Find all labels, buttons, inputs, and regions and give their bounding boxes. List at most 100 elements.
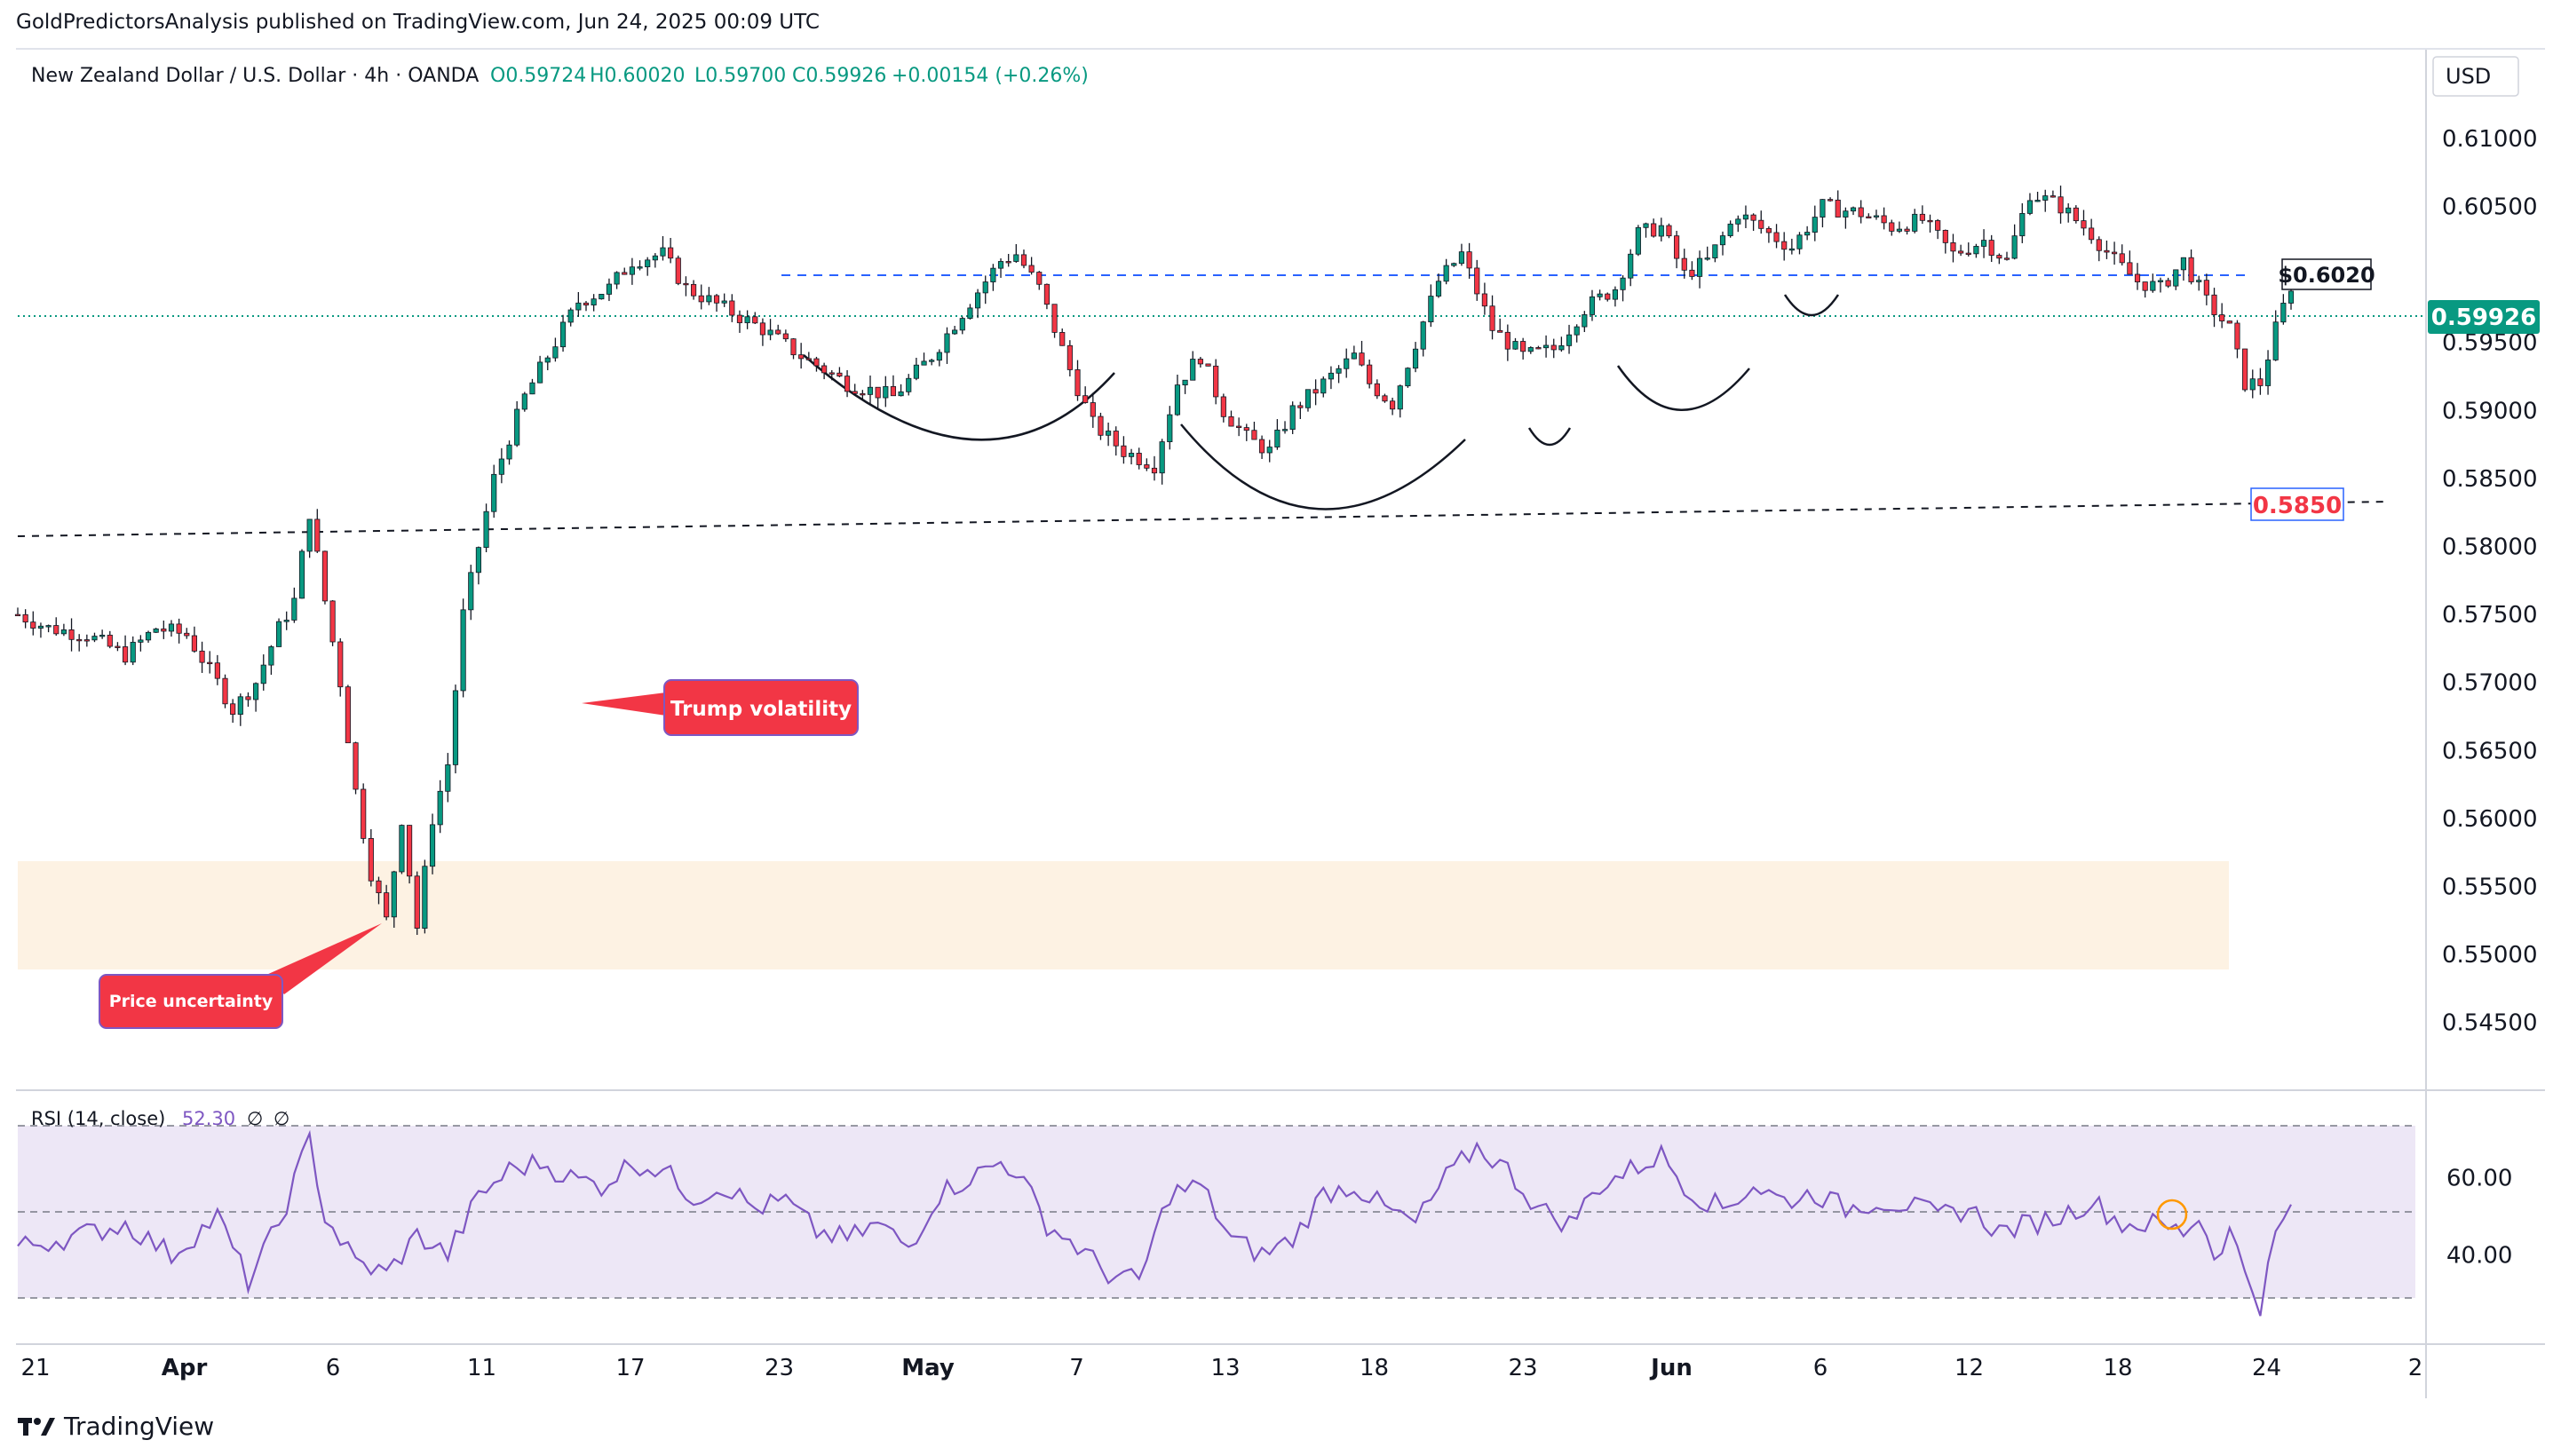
candle-up: [997, 261, 1004, 269]
candle-up: [2026, 200, 2034, 214]
candle-up: [253, 683, 259, 700]
cup-arc-4: [1616, 365, 1750, 411]
candle-up: [867, 386, 874, 395]
candle-up: [483, 510, 489, 549]
candle-down: [1904, 228, 1910, 232]
candle-down: [1090, 402, 1096, 417]
candle-down: [30, 621, 36, 629]
candle-up: [268, 646, 274, 666]
candle-down: [805, 358, 812, 360]
legend-high: H0.60020: [590, 65, 686, 87]
candle-up: [1788, 248, 1795, 251]
candle-up: [514, 408, 520, 446]
candle-up: [967, 307, 973, 319]
candle-down: [2242, 348, 2248, 391]
currency-label[interactable]: USD: [2446, 64, 2491, 89]
candle-down: [76, 638, 83, 642]
candle-up: [1980, 240, 1987, 247]
candle-down: [1881, 215, 1887, 224]
candle-down: [798, 354, 805, 360]
candle-down: [890, 385, 897, 397]
candle-up: [652, 255, 658, 261]
candle-down: [191, 635, 198, 652]
candle-up: [1719, 235, 1726, 246]
candle-down: [345, 686, 351, 744]
candle-up: [2011, 235, 2018, 259]
candle-up: [660, 247, 666, 257]
candle-up: [399, 825, 405, 873]
resistance-badge: [2281, 258, 2372, 290]
candle-up: [883, 385, 889, 399]
candle-down: [406, 825, 413, 877]
candle-down: [1251, 430, 1257, 440]
candle-down: [1382, 395, 1388, 402]
support-badge: [2250, 487, 2344, 521]
candle-up: [275, 621, 282, 647]
tradingview-footer[interactable]: TradingView: [18, 1412, 214, 1441]
candle-down: [2119, 253, 2125, 264]
candle-down: [875, 386, 881, 399]
candle-down: [1489, 305, 1495, 331]
candle-down: [14, 613, 21, 617]
candle-down: [22, 613, 28, 623]
candle-up: [1873, 215, 1880, 218]
candle-up: [1820, 199, 1826, 218]
candle-down: [1950, 241, 1956, 252]
candle-up: [1727, 223, 1733, 236]
candle-down: [1758, 219, 1764, 229]
candle-up: [706, 295, 712, 303]
candle-down: [1996, 255, 2002, 259]
candle-down: [1205, 363, 1211, 367]
candle-down: [1051, 304, 1058, 333]
candle-up: [145, 631, 152, 641]
candle-up: [2280, 303, 2287, 323]
candle-down: [1858, 207, 1864, 218]
candle-down: [1359, 352, 1365, 366]
candle-up: [898, 391, 904, 397]
candle-down: [1605, 293, 1611, 300]
candle-up: [153, 628, 159, 633]
candle-up: [952, 329, 958, 335]
candlestick-series: [14, 186, 2295, 936]
candle-up: [645, 259, 651, 267]
candle-up: [929, 360, 935, 362]
candle-up: [45, 625, 52, 628]
candle-up: [1320, 378, 1327, 394]
candle-up: [744, 316, 750, 323]
candle-up: [575, 302, 582, 311]
price-axis-ticks: 0.61000 0.60500 0.59500 0.59000 0.58500 0.580…: [2442, 126, 2538, 1037]
candle-down: [852, 391, 858, 394]
candle-up: [567, 309, 574, 323]
candle-up: [2287, 290, 2295, 304]
candle-up: [1336, 368, 1342, 374]
candle-down: [222, 677, 228, 705]
time-tick-label: 18: [2103, 1355, 2132, 1381]
candle-up: [1128, 453, 1135, 457]
candle-up: [422, 866, 428, 929]
candle-down: [691, 283, 697, 297]
candle-up: [591, 298, 597, 305]
candle-down: [245, 696, 251, 700]
candle-up: [1742, 214, 1749, 220]
candle-up: [599, 294, 605, 300]
candle-up: [614, 272, 620, 285]
candle-down: [314, 518, 321, 552]
candle-down: [1228, 415, 1234, 427]
candle-up: [552, 346, 559, 359]
candle-down: [675, 257, 681, 284]
candle-down: [836, 372, 843, 377]
candle-up: [1558, 344, 1565, 351]
candle-down: [68, 629, 75, 640]
candle-up: [491, 473, 497, 512]
currency-box: [2432, 56, 2519, 97]
candle-up: [1973, 246, 1979, 255]
candle-down: [1144, 464, 1150, 469]
time-tick-label: 6: [326, 1355, 341, 1381]
uncertainty-callout-pointer: [266, 923, 382, 994]
candle-down: [1082, 395, 1089, 403]
candle-down: [2203, 280, 2209, 296]
candle-down: [2142, 281, 2148, 291]
candle-up: [1182, 379, 1188, 386]
candle-down: [1958, 250, 1964, 254]
